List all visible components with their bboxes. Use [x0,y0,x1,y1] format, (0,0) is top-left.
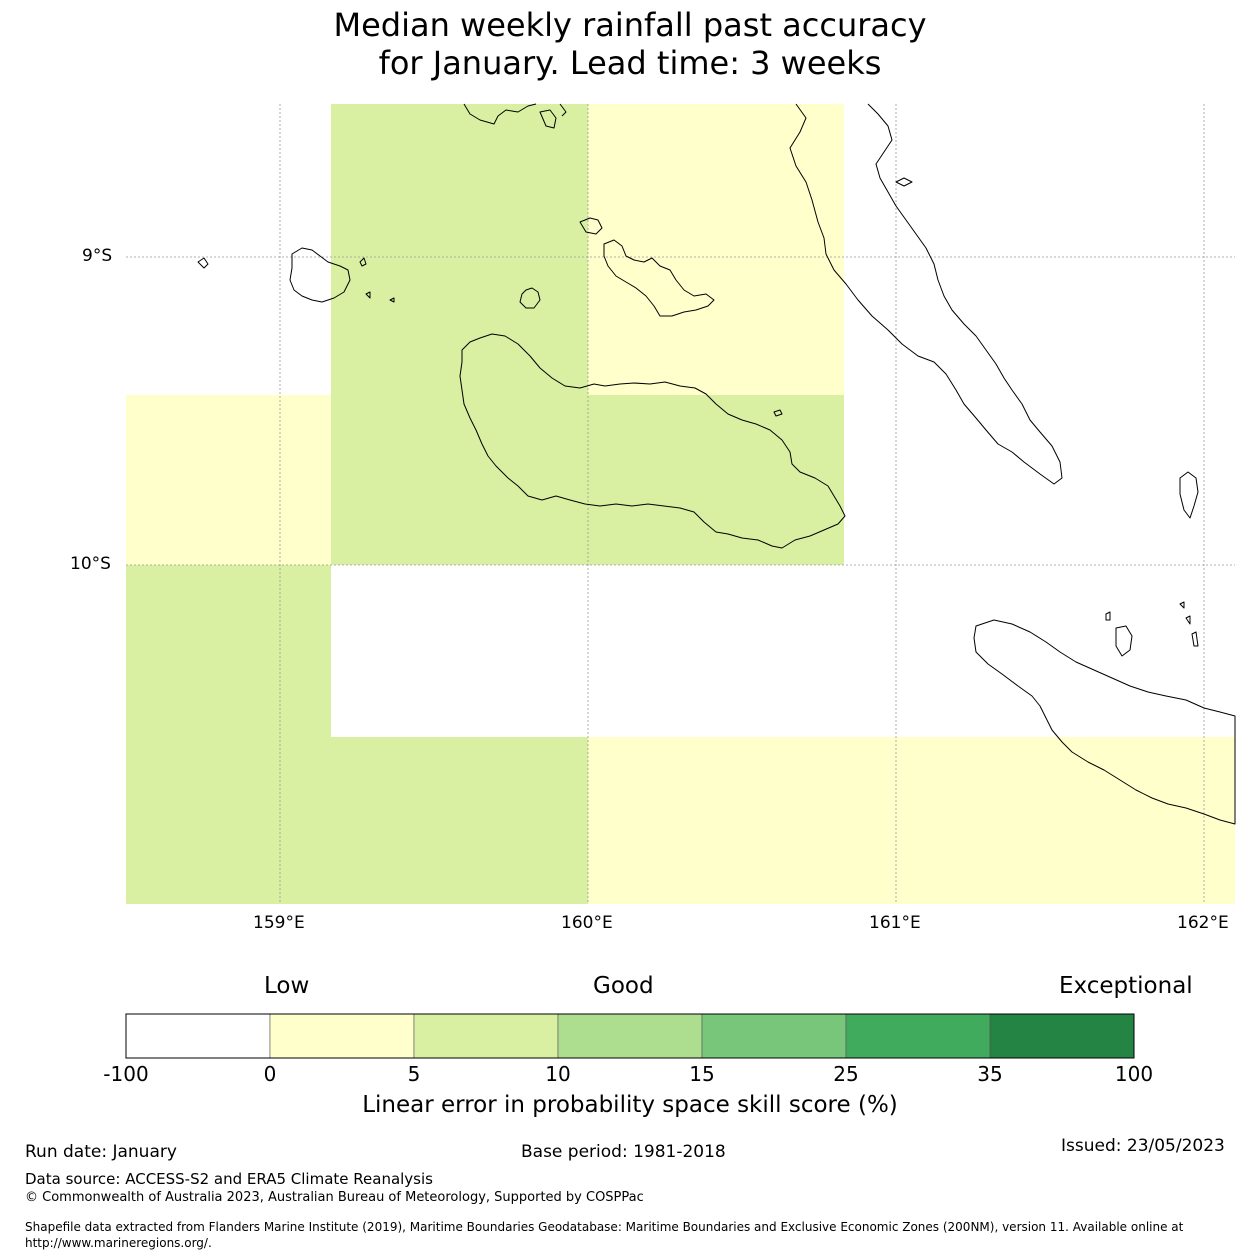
issued-date: Issued: 23/05/2023 [1061,1136,1225,1156]
colorbar-tick: -100 [103,1062,149,1086]
coast-russell-islands [289,247,351,303]
shapefile-credit: Shapefile data extracted from Flanders M… [25,1220,1184,1234]
coast-makira [973,619,1236,825]
lon-label-161e: 161°E [869,913,921,933]
colorbar-tick: 5 [407,1062,421,1086]
coast-north-islands [463,103,537,125]
colorbar-swatch [701,1013,847,1059]
coast-islet-4 [365,291,371,299]
coast-makira-islet-2 [1105,611,1111,621]
cell-north-east [588,104,844,395]
lon-label-159e: 159°E [253,913,305,933]
cell-mid-centre [331,395,844,565]
cell-north-west [331,104,588,395]
coast-makira-islet-3 [1179,601,1185,609]
colorbar-swatch [845,1013,991,1059]
lat-label-10s: 10°S [70,554,111,574]
coast-small-island-a [579,217,603,235]
colorbar-tick: 100 [1114,1062,1154,1086]
colorbar-tick: 0 [263,1062,277,1086]
colorbar-tick: 25 [833,1062,859,1086]
coast-malaita-islet [895,177,913,187]
colorbar-frame [125,1013,1135,1059]
colorbar-swatch [269,1013,415,1059]
colorbar-swatch [125,1013,271,1059]
cell-south-centre [331,737,588,904]
coast-makira-islet-5 [1191,631,1199,647]
coast-ulawa [1179,471,1199,519]
coast-makira-islet-4 [1185,615,1191,625]
gridlines [126,104,1235,904]
colorbar-label: Linear error in probability space skill … [362,1092,898,1118]
coast-florida-islands [603,239,715,317]
colorbar [125,1013,1135,1059]
coast-north-islet [539,109,557,129]
coast-malaita [789,103,1063,485]
lon-label-160e: 160°E [561,913,613,933]
lat-label-9s: 9°S [82,246,113,266]
coast-islet-3 [389,297,395,303]
coast-savo-island [519,287,541,309]
data-source: Data source: ACCESS-S2 and ERA5 Climate … [25,1170,433,1188]
colorbar-tick: 35 [977,1062,1003,1086]
coast-makira-islet-1 [1115,625,1133,657]
coast-north-islet-2 [559,103,567,117]
title-line-2: for January. Lead time: 3 weeks [378,44,882,82]
cell-south-east [588,737,1235,904]
coast-islet-1 [197,257,209,269]
run-date: Run date: January [25,1142,177,1162]
lon-label-162e: 162°E [1177,913,1229,933]
coast-islet-2 [359,257,367,267]
coast-guadalcanal [459,333,846,549]
coast-islet-5 [773,409,783,417]
copyright: © Commonwealth of Australia 2023, Austra… [25,1190,644,1205]
cell-south-west-strip [126,565,331,904]
colorbar-swatch [413,1013,559,1059]
skill-cells [126,104,1235,904]
base-period: Base period: 1981-2018 [521,1142,726,1162]
coastlines [197,103,1236,825]
cell-mid-west [126,395,331,565]
colorbar-word-good: Good [593,973,654,999]
colorbar-swatch [557,1013,703,1059]
shapefile-url: http://www.marineregions.org/. [25,1236,212,1250]
title-line-1: Median weekly rainfall past accuracy [333,6,927,44]
colorbar-tick: 15 [689,1062,715,1086]
colorbar-word-exceptional: Exceptional [1059,973,1193,999]
colorbar-swatch [989,1013,1135,1059]
colorbar-tick: 10 [545,1062,571,1086]
chart-title: Median weekly rainfall past accuracy for… [0,6,1260,82]
colorbar-word-low: Low [264,973,310,999]
